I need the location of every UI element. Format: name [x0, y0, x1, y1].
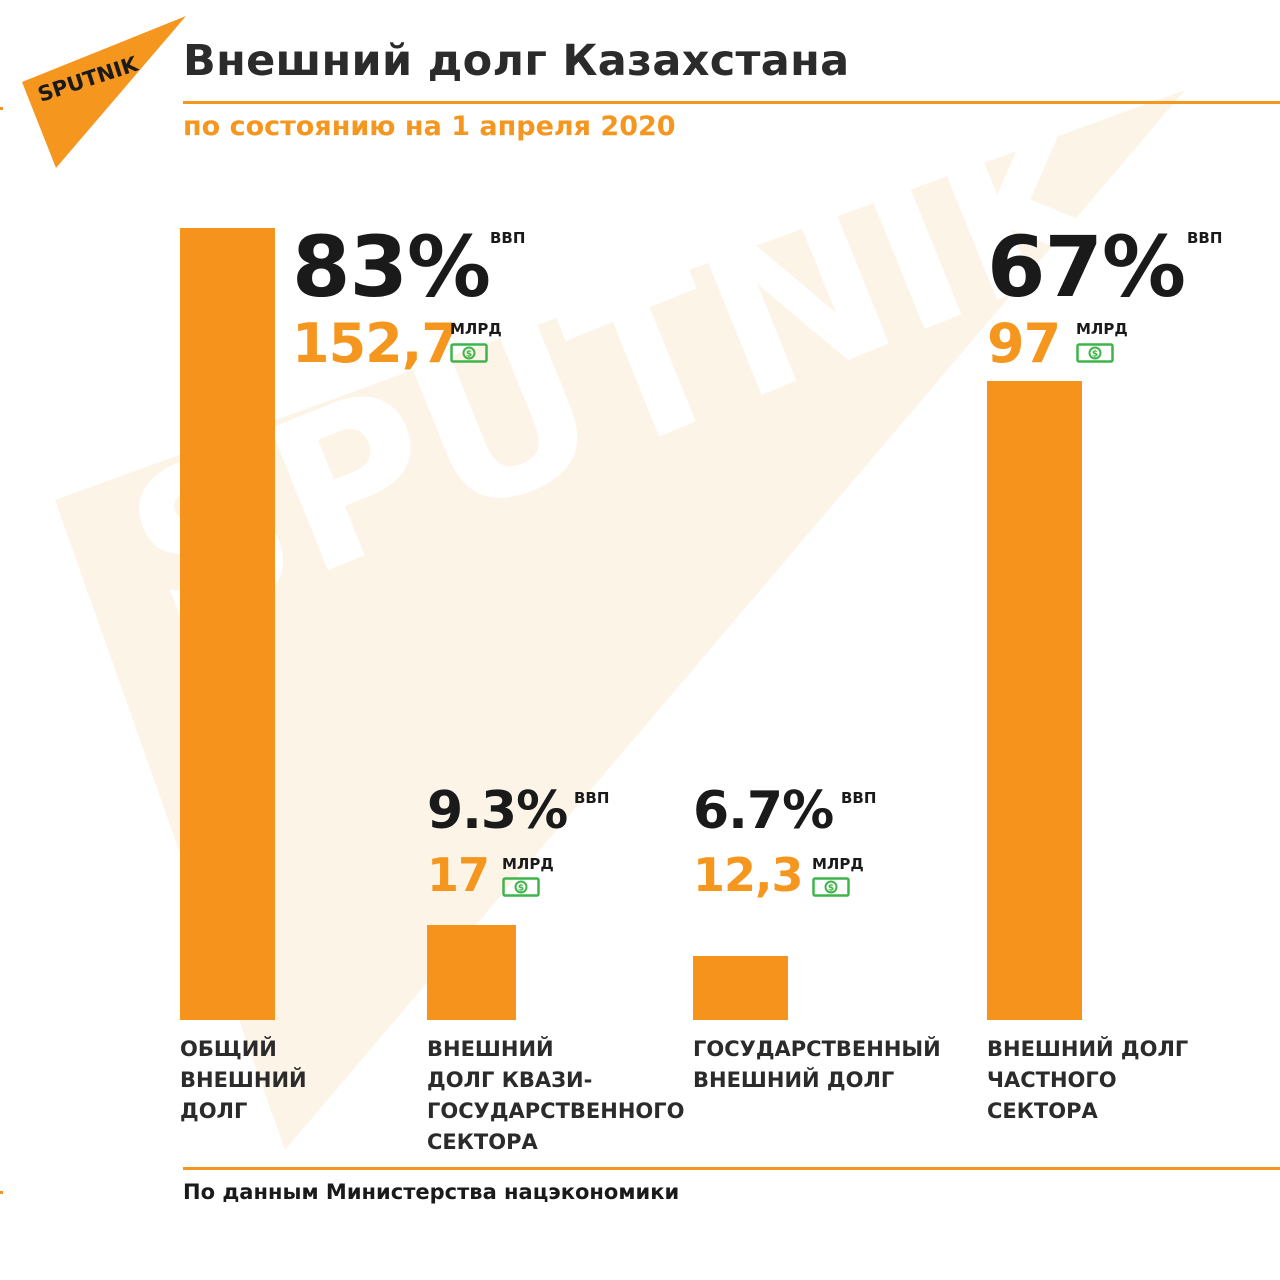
- sputnik-logo: SPUTNIK: [22, 16, 186, 168]
- gdp-unit: ВВП: [574, 789, 610, 807]
- percent-value: 6.7%: [693, 781, 834, 841]
- money-bill-icon: $: [1076, 343, 1114, 363]
- page-subtitle: по состоянию на 1 апреля 2020: [183, 111, 676, 142]
- svg-text:$: $: [466, 350, 472, 360]
- category-label-private: ВНЕШНИЙ ДОЛГ ЧАСТНОГО СЕКТОРА: [987, 1037, 1189, 1123]
- footer-divider: [183, 1167, 1280, 1170]
- svg-text:$: $: [828, 884, 834, 894]
- title-divider: [183, 101, 1280, 104]
- gdp-unit: ВВП: [841, 789, 877, 807]
- bar-state: [693, 956, 788, 1020]
- billion-unit: МЛРД: [812, 855, 864, 873]
- edge-mark: [0, 1191, 3, 1194]
- amount-value: 17: [427, 848, 490, 902]
- category-label-state: ГОСУДАРСТВЕННЫЙ ВНЕШНИЙ ДОЛГ: [693, 1037, 941, 1092]
- billion-unit: МЛРД: [1076, 320, 1128, 338]
- page-title: Внешний долг Казахстана: [183, 36, 850, 86]
- billion-unit: МЛРД: [502, 855, 554, 873]
- percent-value: 9.3%: [427, 781, 568, 841]
- svg-text:$: $: [1092, 350, 1098, 360]
- bar-private: [987, 381, 1082, 1020]
- category-label-quasi: ВНЕШНИЙ ДОЛГ КВАЗИ- ГОСУДАРСТВЕННОГО СЕКТОР…: [427, 1037, 685, 1154]
- bar-quasi: [427, 925, 516, 1020]
- money-bill-icon: $: [450, 343, 488, 363]
- percent-value: 83%: [292, 218, 491, 316]
- bar-total: [180, 228, 275, 1020]
- money-bill-icon: $: [812, 877, 850, 897]
- money-bill-icon: $: [502, 877, 540, 897]
- amount-value: 97: [987, 312, 1061, 375]
- percent-value: 67%: [987, 218, 1186, 316]
- svg-text:$: $: [518, 884, 524, 894]
- gdp-unit: ВВП: [490, 229, 526, 247]
- edge-mark: [0, 107, 3, 110]
- gdp-unit: ВВП: [1187, 229, 1223, 247]
- amount-value: 152,7: [292, 312, 459, 375]
- source-note: По данным Министерства нацэкономики: [183, 1180, 680, 1204]
- amount-value: 12,3: [693, 848, 803, 902]
- billion-unit: МЛРД: [450, 320, 502, 338]
- category-label-total: ОБЩИЙ ВНЕШНИЙ ДОЛГ: [180, 1037, 307, 1123]
